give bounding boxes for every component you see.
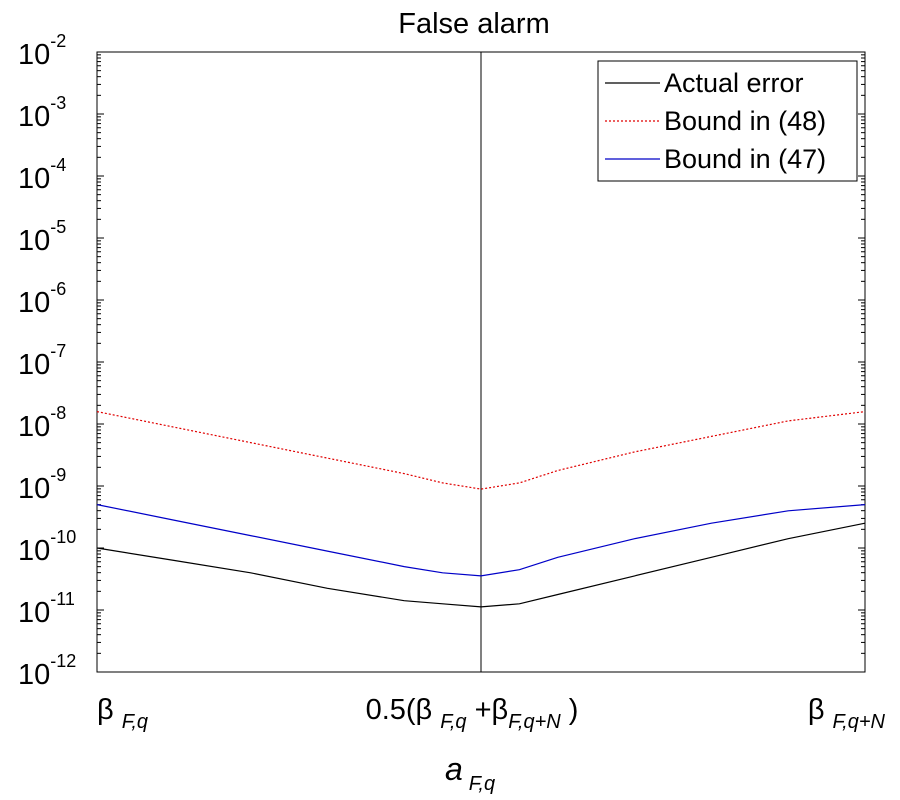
y-tick-base: 10: [18, 349, 50, 381]
legend-label: Bound in (47): [664, 144, 826, 174]
y-tick-label: 10-4: [18, 155, 66, 195]
y-tick-label: 10-12: [18, 651, 76, 691]
x-tick-label-part: β: [97, 694, 114, 726]
y-tick-exponent: -10: [50, 527, 76, 547]
series-line-1: [96, 522, 866, 608]
x-axis-label-sub: F,q: [469, 773, 495, 795]
y-axis: 10-210-310-410-510-610-710-810-910-1010-…: [18, 31, 865, 691]
y-tick-label: 10-2: [18, 31, 66, 71]
y-tick-base: 10: [18, 411, 50, 443]
y-tick-label: 10-9: [18, 465, 66, 505]
y-tick-label: 10-5: [18, 217, 66, 257]
y-tick-exponent: -11: [50, 589, 75, 609]
y-tick-label: 10-8: [18, 403, 66, 443]
series-line-3: [96, 504, 866, 577]
y-tick-label: 10-3: [18, 93, 66, 133]
legend-label: Bound in (48): [664, 106, 826, 136]
y-tick-base: 10: [18, 39, 50, 71]
y-tick-base: 10: [18, 535, 50, 567]
x-tick-label-part: F,q: [440, 711, 466, 733]
y-tick-exponent: -5: [50, 217, 66, 237]
y-tick-exponent: -12: [50, 651, 76, 671]
x-tick-label-part: F,q+N: [508, 711, 561, 733]
y-tick-exponent: -7: [50, 341, 66, 361]
chart-title: False alarm: [398, 8, 550, 40]
x-axis-label: a F,q: [445, 751, 495, 795]
x-tick-label-part: +β: [467, 694, 509, 726]
y-tick-exponent: -9: [50, 465, 66, 485]
legend: Actual error Bound in (48) Bound in (47): [597, 60, 858, 182]
y-tick-exponent: -2: [50, 31, 66, 51]
y-tick-label: 10-6: [18, 279, 66, 319]
legend-label: Actual error: [664, 68, 804, 98]
y-tick-base: 10: [18, 597, 50, 629]
series-line-2: [96, 411, 866, 490]
x-tick-label-part: 0.5(β: [366, 694, 433, 726]
y-tick-base: 10: [18, 225, 50, 257]
y-tick-exponent: -6: [50, 279, 66, 299]
x-tick-label: 0.5(β F,q +βF,q+N ): [366, 694, 579, 733]
y-tick-base: 10: [18, 473, 50, 505]
y-tick-label: 10-10: [18, 527, 76, 567]
y-tick-label: 10-7: [18, 341, 66, 381]
x-tick-label-part: F,q: [122, 711, 148, 733]
y-tick-base: 10: [18, 659, 50, 691]
y-tick-exponent: -3: [50, 93, 66, 113]
x-tick-label-part: ): [561, 694, 579, 726]
x-axis-label-main: a: [445, 751, 463, 787]
y-tick-exponent: -4: [50, 155, 66, 175]
y-tick-base: 10: [18, 101, 50, 133]
x-tick-label: β F,q+N: [808, 694, 886, 733]
y-tick-base: 10: [18, 287, 50, 319]
y-tick-base: 10: [18, 163, 50, 195]
y-tick-label: 10-11: [18, 589, 75, 629]
x-tick-label-part: β: [808, 694, 825, 726]
x-tick-label: β F,q: [97, 694, 148, 733]
y-tick-exponent: -8: [50, 403, 66, 423]
x-tick-label-part: F,q+N: [833, 711, 886, 733]
x-axis: β F,q 0.5(β F,q +βF,q+N ) β F,q+N: [96, 665, 886, 733]
series-lines: [96, 411, 866, 608]
